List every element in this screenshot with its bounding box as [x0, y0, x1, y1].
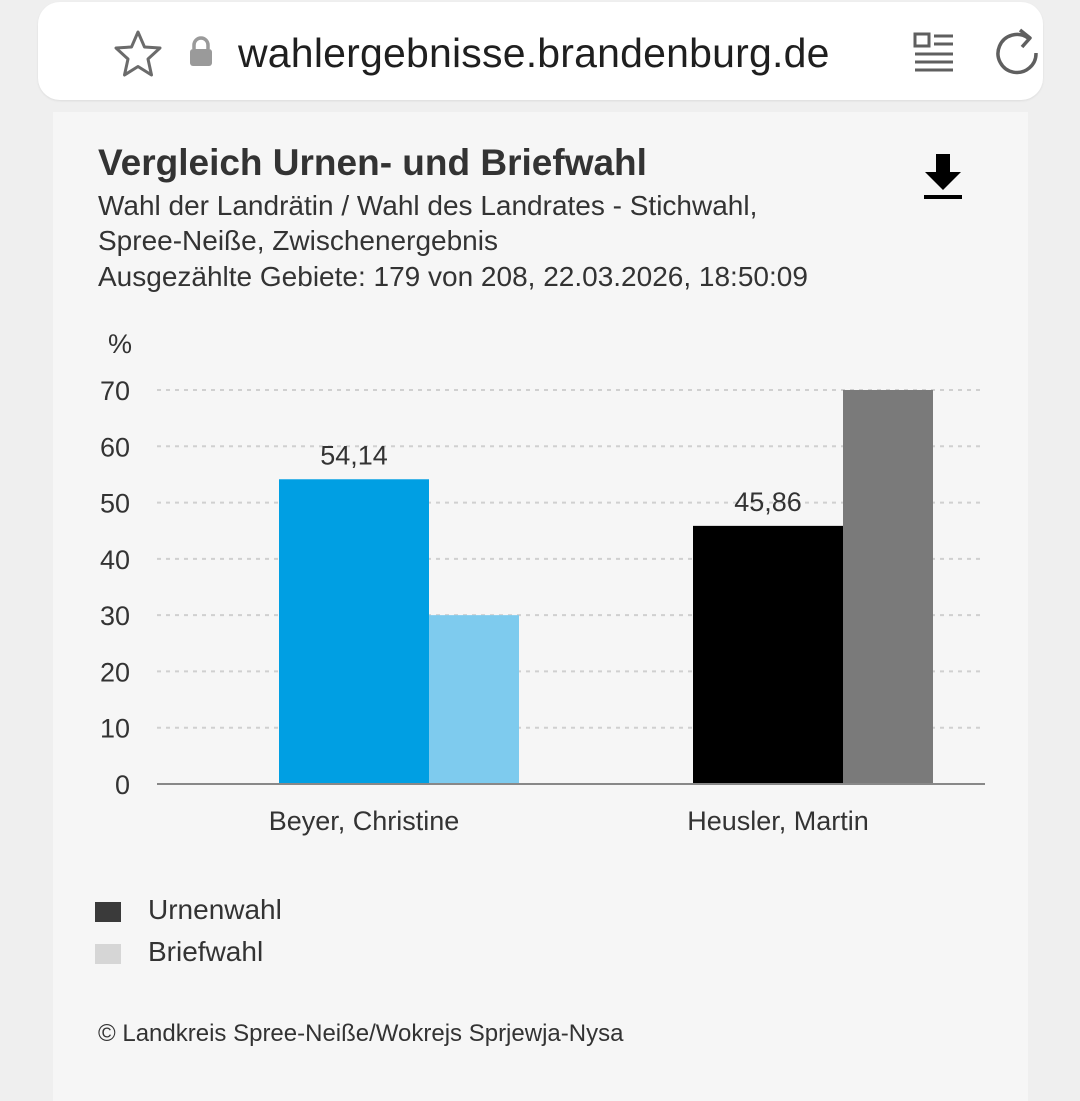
chart-subtitle-line-3: Ausgezählte Gebiete: 179 von 208, 22.03.…: [98, 261, 808, 292]
bar-chart: % 0 10 20 30 40 50 60 70 54,14 45,86 Beyer, Chri…: [100, 329, 985, 836]
star-icon[interactable]: [112, 28, 164, 85]
lock-icon: [188, 36, 214, 73]
bar-urnenwahl-beyer[interactable]: [279, 479, 429, 784]
y-axis-ticks: 0 10 20 30 40 50 60 70: [100, 376, 130, 800]
x-tick-label: Heusler, Martin: [687, 806, 869, 836]
legend-label-urnenwahl: Urnenwahl: [148, 894, 282, 925]
bars: [279, 390, 933, 784]
chart-subtitle-line-2: Spree-Neiße, Zwischenergebnis: [98, 225, 498, 256]
y-tick-label: 70: [100, 376, 130, 406]
address-bar[interactable]: wahlergebnisse.brandenburg.de: [38, 2, 1043, 100]
data-label: 54,14: [320, 440, 388, 470]
y-axis-label: %: [108, 329, 132, 359]
data-labels: 54,14 45,86: [320, 440, 802, 517]
browser-toolbar: wahlergebnisse.brandenburg.de: [0, 0, 1080, 112]
chart-subtitle-line-1: Wahl der Landrätin / Wahl des Landrates …: [98, 190, 758, 221]
reload-icon[interactable]: [993, 26, 1043, 83]
y-tick-label: 60: [100, 432, 130, 462]
url-text[interactable]: wahlergebnisse.brandenburg.de: [238, 30, 830, 76]
bar-urnenwahl-heusler[interactable]: [693, 525, 843, 784]
bar-briefwahl-heusler[interactable]: [843, 390, 933, 784]
download-icon[interactable]: [923, 154, 963, 207]
y-tick-label: 20: [100, 657, 130, 687]
chart-title: Vergleich Urnen- und Briefwahl: [98, 142, 647, 183]
bar-briefwahl-beyer[interactable]: [429, 615, 519, 784]
x-axis-ticks: Beyer, Christine Heusler, Martin: [269, 806, 869, 836]
y-tick-label: 50: [100, 489, 130, 519]
y-tick-label: 40: [100, 545, 130, 575]
chart-card: Vergleich Urnen- und Briefwahl Wahl der …: [53, 112, 1028, 1101]
legend-swatch-urnenwahl: [95, 902, 121, 922]
legend-label-briefwahl: Briefwahl: [148, 936, 264, 967]
legend-swatch-briefwahl: [95, 944, 121, 964]
reader-mode-icon[interactable]: [912, 30, 956, 79]
y-tick-label: 10: [100, 714, 130, 744]
y-tick-label: 0: [115, 770, 130, 800]
copyright-credit: © Landkreis Spree-Neiße/Wokrejs Sprjewja…: [98, 1020, 624, 1047]
data-label: 45,86: [734, 487, 802, 517]
y-tick-label: 30: [100, 601, 130, 631]
x-tick-label: Beyer, Christine: [269, 806, 460, 836]
